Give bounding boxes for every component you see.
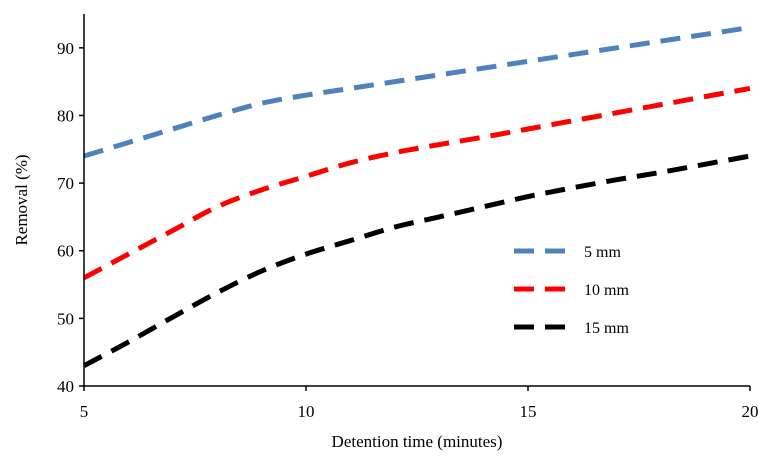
series-line-2	[82, 85, 751, 280]
x-tick-label: 20	[742, 402, 758, 421]
y-tick-label: 70	[57, 174, 74, 193]
x-tick-label: 5	[80, 402, 89, 421]
series-line-1	[83, 25, 751, 159]
x-axis-title: Detention time (minutes)	[332, 432, 503, 451]
y-tick-label: 90	[57, 39, 74, 58]
legend-label: 10 mm	[584, 282, 629, 299]
y-axis-ticks: 40 50 60 70 80 90	[57, 39, 84, 396]
legend-label: 15 mm	[584, 320, 629, 337]
x-tick-label: 10	[298, 402, 315, 421]
y-tick-label: 50	[57, 309, 74, 328]
legend: 5 mm 10 mm 15 mm	[514, 244, 629, 337]
series-lines	[82, 25, 751, 368]
axes	[83, 14, 750, 387]
y-tick-label: 40	[57, 377, 74, 396]
y-tick-label: 80	[57, 106, 74, 125]
y-tick-label: 60	[57, 242, 74, 261]
x-axis-ticks: 5 10 15 20	[80, 386, 758, 421]
y-axis-title: Removal (%)	[12, 154, 31, 245]
x-tick-label: 15	[520, 402, 537, 421]
series-line-3	[82, 153, 751, 368]
legend-label: 5 mm	[584, 244, 621, 261]
